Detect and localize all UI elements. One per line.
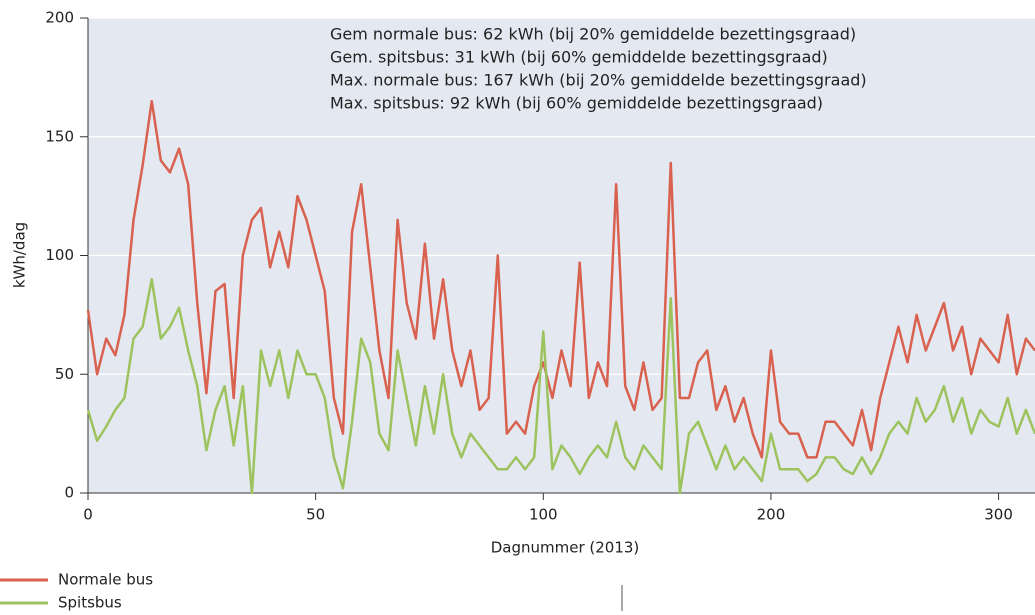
x-tick-label: 300 bbox=[984, 506, 1013, 524]
y-axis-label: kWh/dag bbox=[11, 222, 29, 288]
series-line bbox=[86, 278, 1035, 495]
annotation: Gem. spitsbus: 31 kWh (bij 60% gemiddeld… bbox=[330, 48, 828, 67]
y-tick-label: 0 bbox=[64, 484, 74, 502]
x-tick-label: 50 bbox=[306, 506, 325, 524]
x-axis-label: Dagnummer (2013) bbox=[491, 539, 640, 557]
y-tick-label: 150 bbox=[45, 127, 74, 145]
annotation: Max. spitsbus: 92 kWh (bij 60% gemiddeld… bbox=[330, 94, 823, 113]
x-tick-label: 0 bbox=[83, 506, 93, 524]
y-tick-label: 200 bbox=[45, 9, 74, 27]
legend-label: Spitsbus bbox=[58, 594, 122, 612]
y-tick-label: 50 bbox=[55, 365, 74, 383]
series-line bbox=[86, 99, 1035, 459]
x-tick-label: 200 bbox=[757, 506, 786, 524]
annotation: Gem normale bus: 62 kWh (bij 20% gemidde… bbox=[330, 25, 856, 44]
legend-label: Normale bus bbox=[58, 571, 153, 589]
y-tick-label: 100 bbox=[45, 246, 74, 264]
x-tick-label: 100 bbox=[529, 506, 558, 524]
annotation: Max. normale bus: 167 kWh (bij 20% gemid… bbox=[330, 71, 867, 90]
